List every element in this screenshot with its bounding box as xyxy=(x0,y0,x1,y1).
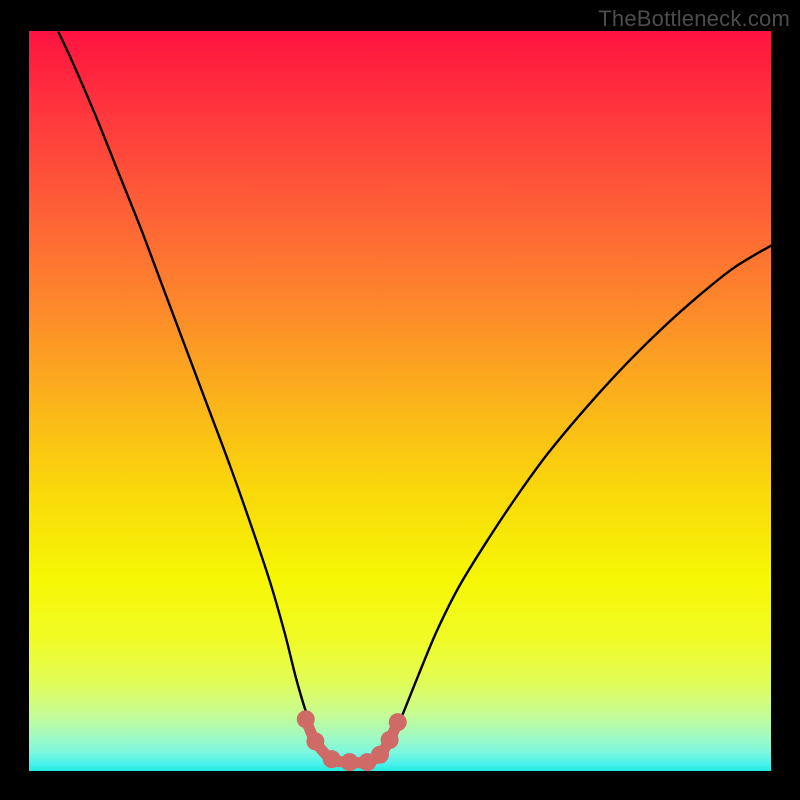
valley-marker xyxy=(389,713,407,731)
valley-marker xyxy=(371,746,389,764)
valley-marker xyxy=(306,732,324,750)
chart-plot xyxy=(0,0,800,800)
watermark-text: TheBottleneck.com xyxy=(598,6,790,32)
valley-marker xyxy=(323,750,341,768)
valley-marker xyxy=(297,710,315,728)
chart-gradient-bg xyxy=(29,31,771,771)
valley-marker xyxy=(381,731,399,749)
valley-marker xyxy=(341,753,359,771)
chart-container: TheBottleneck.com xyxy=(0,0,800,800)
